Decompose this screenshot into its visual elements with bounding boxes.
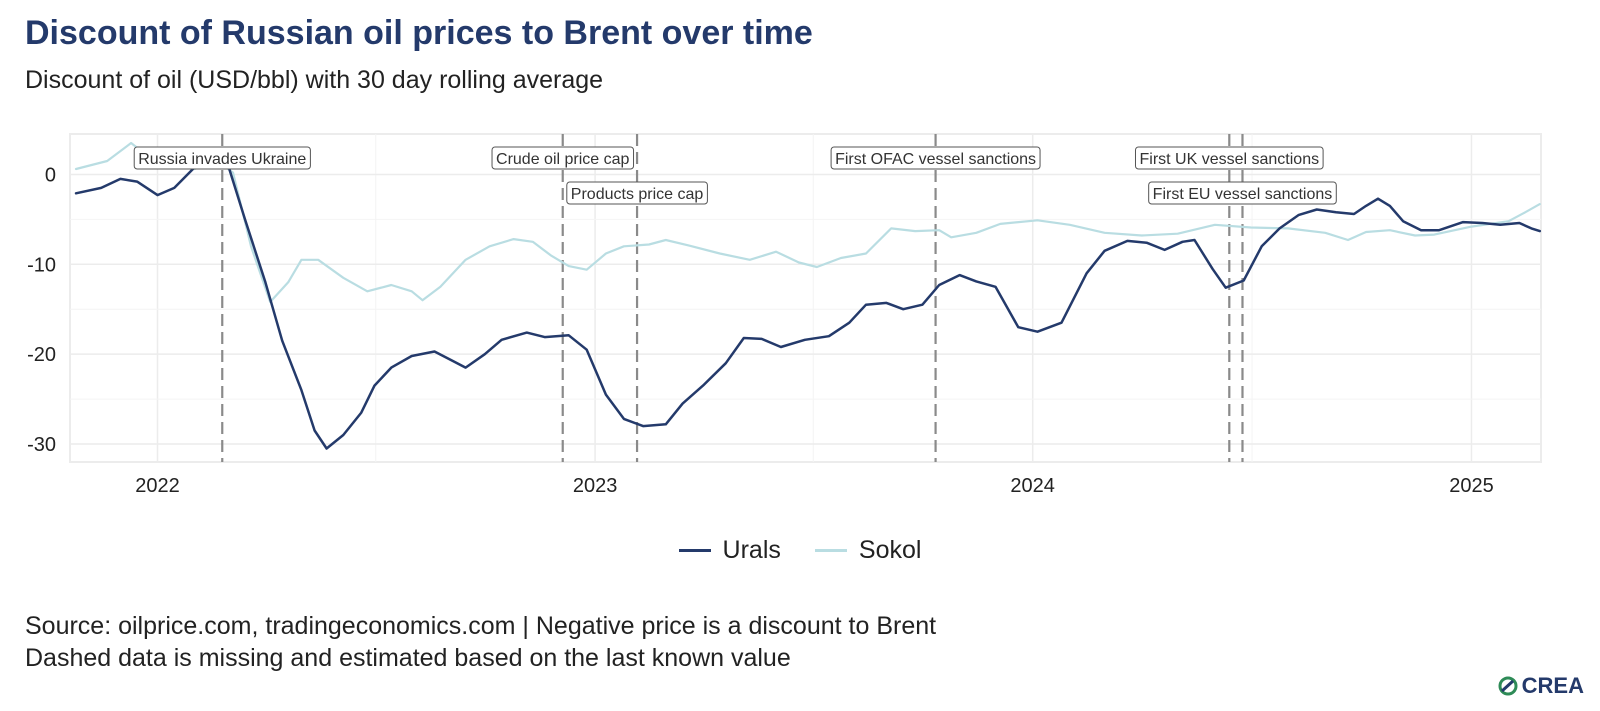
event-label: First OFAC vessel sanctions <box>835 151 1036 168</box>
legend: Urals Sokol <box>0 536 1600 565</box>
event-label: Crude oil price cap <box>496 151 630 168</box>
event-label: First UK vessel sanctions <box>1139 151 1319 168</box>
event-label-box <box>830 146 1041 170</box>
event-label-box <box>1148 181 1337 205</box>
legend-label-sokol: Sokol <box>858 536 922 564</box>
y-tick-label: -10 <box>27 254 56 276</box>
legend-item-urals: Urals <box>678 536 781 565</box>
chart-subtitle: Discount of oil (USD/bbl) with 30 day ro… <box>25 66 604 94</box>
source-line-2: Dashed data is missing and estimated bas… <box>25 644 791 672</box>
legend-label-urals: Urals <box>722 536 781 564</box>
legend-item-sokol: Sokol <box>814 536 922 565</box>
event-label: Products price cap <box>571 186 704 203</box>
legend-swatch-urals <box>678 549 711 552</box>
crea-logo: CREA <box>1498 673 1584 699</box>
logo-text: CREA <box>1521 673 1584 698</box>
x-tick-label: 2023 <box>573 475 618 497</box>
legend-swatch-sokol <box>814 549 847 552</box>
y-tick-label: -30 <box>27 434 56 456</box>
source-line-1: Source: oilprice.com, tradingeconomics.c… <box>25 612 937 640</box>
event-label: First EU vessel sanctions <box>1153 186 1333 203</box>
event-label: Russia invades Ukraine <box>138 151 306 168</box>
x-axis-labels: 2022 2023 2024 2025 <box>135 475 1493 497</box>
plot-border <box>69 133 1542 463</box>
event-label-box <box>1134 146 1324 170</box>
y-tick-label: -20 <box>27 344 56 366</box>
chart-title: Discount of Russian oil prices to Brent … <box>25 14 813 52</box>
series-line-sokol <box>74 141 1541 304</box>
event-label-box <box>566 181 708 205</box>
series-lines <box>74 141 1542 450</box>
source-note: Source: oilprice.com, tradingeconomics.c… <box>25 610 936 674</box>
grid-lines <box>69 133 1542 463</box>
crea-leaf-icon <box>1498 676 1518 696</box>
event-annotations: Russia invades Ukraine Crude oil price ca… <box>133 146 1337 205</box>
x-tick-label: 2024 <box>1010 475 1055 497</box>
y-tick-label: 0 <box>45 164 56 186</box>
y-axis-labels: 0 -10 -20 -30 <box>27 164 56 456</box>
x-tick-label: 2025 <box>1449 475 1494 497</box>
event-label-box <box>133 146 311 170</box>
series-line-urals <box>74 155 1542 450</box>
x-tick-label: 2022 <box>135 475 180 497</box>
event-label-box <box>491 146 635 170</box>
